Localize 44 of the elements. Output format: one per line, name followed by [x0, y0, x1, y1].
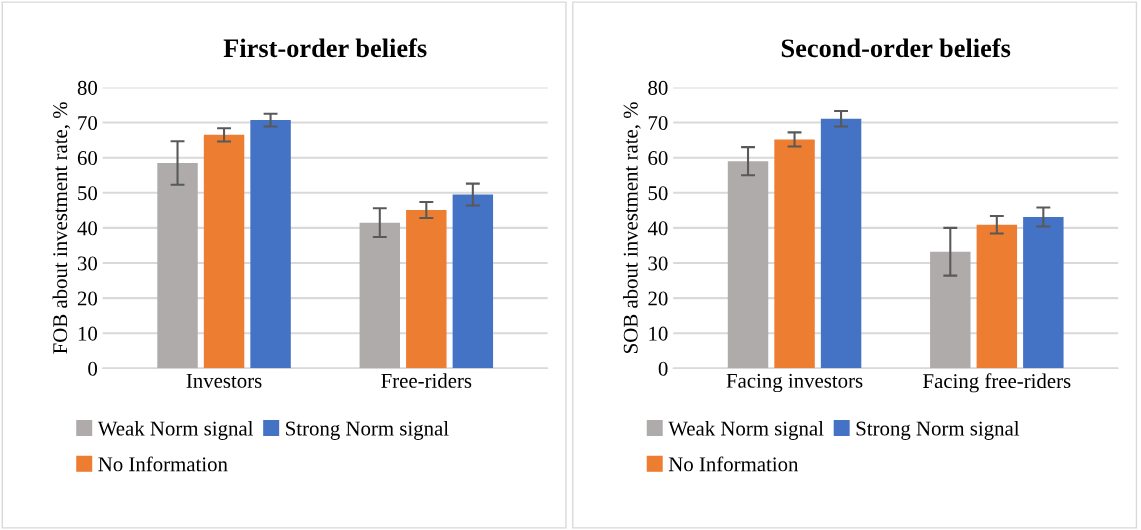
y-axis-title: SOB about investment rate, % [623, 102, 641, 353]
y-tick-label: 40 [647, 221, 668, 236]
legend-label: No Information [98, 456, 228, 472]
y-tick-label: 60 [77, 151, 98, 166]
bar [203, 134, 245, 369]
chart-title: Second-order beliefs [781, 38, 1011, 58]
y-tick-label: 10 [78, 326, 98, 341]
bar [406, 209, 447, 369]
y-tick-label: 80 [648, 80, 668, 95]
legend-label: Strong Norm signal [286, 420, 449, 440]
x-tick-label: Free-riders [381, 373, 472, 388]
y-axis-title: FOB about investment rate, % [52, 102, 71, 354]
chart-title: First-order beliefs [223, 38, 427, 58]
bar [976, 224, 1018, 369]
x-tick-label: Facing free-riders [923, 373, 1071, 393]
legend-label: No Information [668, 456, 799, 472]
bar [157, 162, 198, 369]
y-tick-label: 70 [648, 115, 668, 130]
legend-label: Strong Norm signal [856, 420, 1020, 440]
y-tick-label: 50 [78, 186, 98, 201]
y-tick-label: 40 [77, 221, 98, 236]
y-tick-label: 70 [78, 115, 98, 130]
bar [359, 222, 401, 369]
bar [774, 139, 815, 369]
bar [820, 118, 862, 369]
x-tick-label: Facing investors [726, 373, 863, 393]
y-tick-label: 50 [648, 186, 668, 201]
bar [930, 251, 971, 369]
y-tick-label: 0 [88, 361, 98, 376]
y-tick-label: 80 [77, 80, 98, 95]
bar [250, 120, 291, 369]
bar [1023, 217, 1064, 369]
y-tick-label: 30 [77, 256, 98, 271]
bar [452, 194, 494, 369]
y-tick-label: 30 [648, 256, 668, 271]
y-tick-label: 60 [648, 151, 668, 166]
x-tick-label: Investors [186, 374, 262, 388]
legend-label: Weak Norm signal [668, 420, 824, 440]
y-tick-label: 10 [649, 326, 668, 341]
y-tick-label: 0 [658, 361, 668, 376]
legend-label: Weak Norm signal [97, 420, 254, 440]
bar [727, 161, 769, 369]
y-tick-label: 20 [648, 291, 668, 306]
y-tick-label: 20 [77, 291, 98, 306]
